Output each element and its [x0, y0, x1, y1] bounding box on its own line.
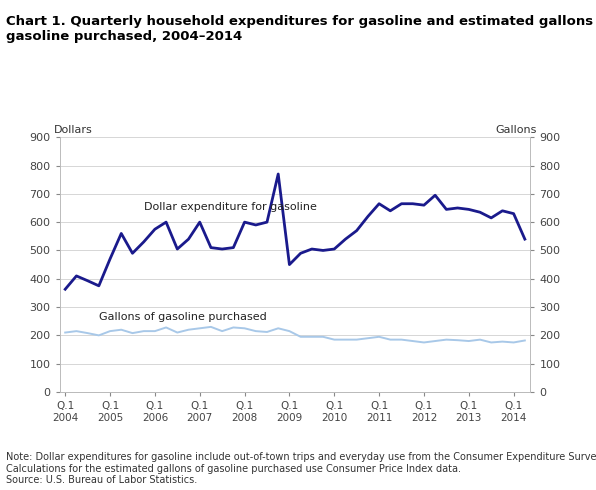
Text: Chart 1. Quarterly household expenditures for gasoline and estimated gallons of
: Chart 1. Quarterly household expenditure…	[6, 15, 596, 43]
Text: Gallons of gasoline purchased: Gallons of gasoline purchased	[99, 312, 266, 322]
Text: Gallons: Gallons	[495, 125, 536, 135]
Text: Dollars: Dollars	[54, 125, 92, 135]
Text: Note: Dollar expenditures for gasoline include out-of-town trips and everyday us: Note: Dollar expenditures for gasoline i…	[6, 452, 596, 485]
Text: Dollar expenditure for gasoline: Dollar expenditure for gasoline	[144, 202, 316, 212]
